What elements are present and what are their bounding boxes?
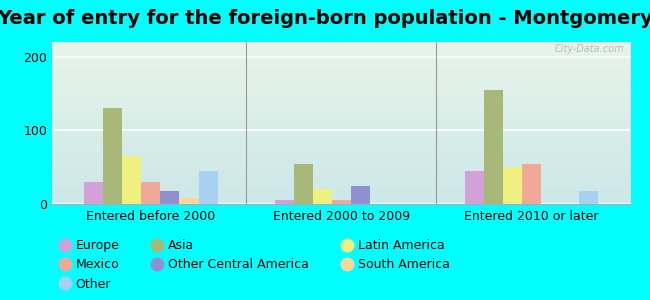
Bar	[142, 182, 161, 204]
Bar	[522, 164, 541, 204]
Bar	[351, 186, 370, 204]
Bar	[313, 189, 332, 204]
Bar	[179, 198, 198, 204]
Bar	[122, 156, 142, 204]
Bar	[161, 191, 179, 204]
Text: Year of entry for the foreign-born population - Montgomery: Year of entry for the foreign-born popul…	[0, 9, 650, 28]
Bar	[332, 200, 351, 204]
Bar	[579, 191, 598, 204]
Bar	[198, 171, 218, 204]
Bar	[503, 167, 522, 204]
Bar	[84, 182, 103, 204]
Legend: Europe, Mexico, Other, Asia, Other Central America, Latin America, South America: Europe, Mexico, Other, Asia, Other Centr…	[58, 239, 450, 291]
Bar	[484, 90, 503, 204]
Text: City-Data.com: City-Data.com	[555, 44, 625, 54]
Bar	[294, 164, 313, 204]
Bar	[465, 171, 484, 204]
Bar	[275, 200, 294, 204]
Bar	[103, 108, 122, 204]
